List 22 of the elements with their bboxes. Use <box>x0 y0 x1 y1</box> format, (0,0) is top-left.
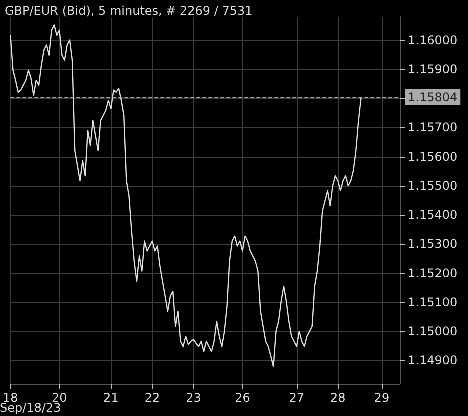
y-tick-label: 1.15100 <box>408 295 458 310</box>
x-tick-label: 21 <box>104 391 119 405</box>
chart-title: GBP/EUR (Bid), 5 minutes, # 2269 / 7531 <box>5 4 253 18</box>
y-tick-label: 1.15600 <box>408 150 458 164</box>
x-tick-label: 27 <box>289 391 304 405</box>
y-tick-label: 1.15200 <box>408 266 458 280</box>
y-tick-label: 1.15900 <box>408 62 458 76</box>
y-tick-label: 1.15400 <box>408 208 458 222</box>
x-axis-title: Sep/18/23 <box>0 401 62 415</box>
y-tick-label: 1.15700 <box>408 120 458 135</box>
x-tick-label: 26 <box>235 391 250 405</box>
y-tick-label: 1.15300 <box>408 237 458 252</box>
y-tick-label: 1.14900 <box>408 354 458 368</box>
x-tick-label: 28 <box>330 391 346 405</box>
y-tick-label: 1.15500 <box>408 178 458 193</box>
x-tick-label: 29 <box>374 391 390 405</box>
x-tick-label: 22 <box>144 391 160 405</box>
y-tick-label: 1.16000 <box>408 33 458 48</box>
y-tick-label: 1.15000 <box>408 324 458 339</box>
x-tick-label: 23 <box>186 391 202 405</box>
ref-line-label: 1.15804 <box>408 90 458 104</box>
line-series <box>10 24 362 368</box>
